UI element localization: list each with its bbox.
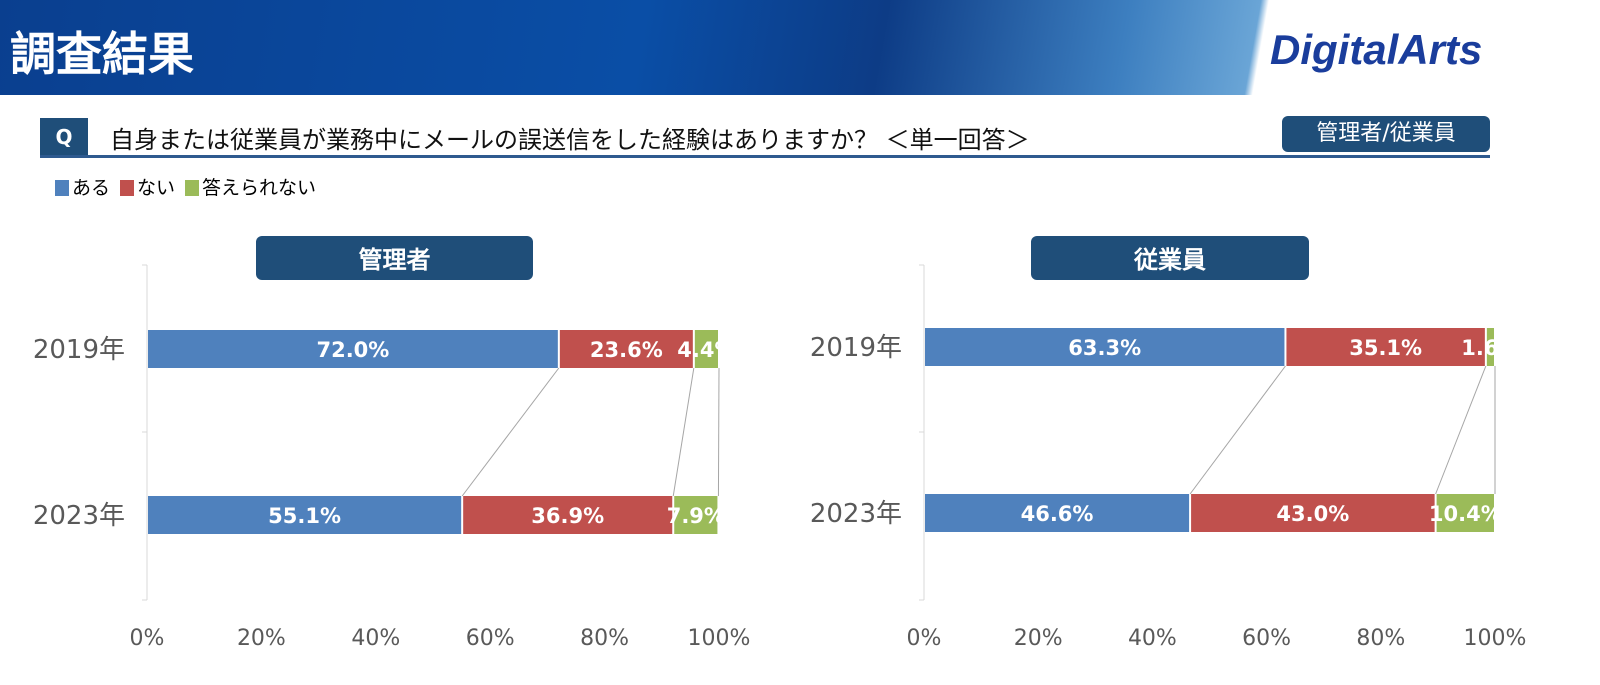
chart-title: 従業員 (1133, 246, 1206, 274)
bar-segment (1286, 328, 1485, 366)
data-label: 7.9% (667, 504, 725, 528)
data-label: 36.9% (531, 504, 604, 528)
data-label: 1.6% (1461, 336, 1519, 360)
legend-item-nai: ない (120, 173, 175, 200)
data-label: 46.6% (1021, 502, 1094, 526)
x-tick-label: 0% (907, 626, 942, 651)
digitalarts-logo: DigitalArts (1270, 26, 1483, 73)
respondent-badge: 管理者/従業員 (1282, 116, 1490, 152)
x-tick-label: 20% (1014, 626, 1063, 651)
data-label: 55.1% (268, 504, 341, 528)
series-connector-line (1189, 365, 1286, 495)
data-label: 72.0% (316, 338, 389, 362)
category-label: 2023年 (810, 499, 902, 529)
x-tick-label: 100% (688, 626, 751, 651)
x-tick-label: 0% (130, 626, 165, 651)
bar-segment (1191, 494, 1435, 532)
bar-segment (559, 330, 693, 368)
x-tick-label: 60% (1242, 626, 1291, 651)
series-connector-line (461, 367, 560, 497)
header-banner: 調査結果 (0, 0, 1600, 95)
x-tick-label: 80% (1356, 626, 1405, 651)
page-title: 調査結果 (10, 27, 194, 81)
category-label: 2023年 (33, 501, 125, 531)
data-label: 35.1% (1349, 336, 1422, 360)
data-label: 43.0% (1276, 502, 1349, 526)
x-tick-label: 100% (1464, 626, 1527, 651)
bar-segment (1486, 328, 1494, 366)
chart-title-box (1031, 236, 1309, 280)
bar-segment (925, 328, 1285, 366)
bar-segment (925, 494, 1190, 532)
data-label: 23.6% (590, 338, 663, 362)
legend-item-aru: ある (55, 173, 110, 200)
legend-item-kotaerarenai: 答えられない (185, 173, 316, 200)
bar-segment (1436, 494, 1494, 532)
category-label: 2019年 (810, 333, 902, 363)
x-tick-label: 80% (580, 626, 629, 651)
question-label: Q (40, 118, 88, 156)
series-connector-line (672, 367, 695, 497)
x-tick-label: 40% (351, 626, 400, 651)
chart-title: 管理者 (359, 246, 431, 274)
x-tick-label: 20% (237, 626, 286, 651)
bar-segment (463, 496, 673, 534)
bar-segment (148, 496, 462, 534)
bar-segment (148, 330, 558, 368)
data-label: 4.4% (677, 338, 735, 362)
x-tick-label: 40% (1128, 626, 1177, 651)
category-label: 2019年 (33, 335, 125, 365)
data-label: 10.4% (1429, 502, 1502, 526)
x-tick-label: 60% (466, 626, 515, 651)
bar-segment (694, 330, 718, 368)
data-label: 63.3% (1068, 336, 1141, 360)
bar-segment (674, 496, 718, 534)
series-connector-line (1435, 365, 1487, 495)
series-connector-line (717, 367, 720, 497)
legend: ある ない 答えられない (55, 173, 316, 200)
question-text: 自身または従業員が業務中にメールの誤送信をした経験はありますか？ ＜単一回答＞ (110, 126, 1030, 154)
chart-title-box (256, 236, 533, 280)
divider (40, 155, 1490, 158)
